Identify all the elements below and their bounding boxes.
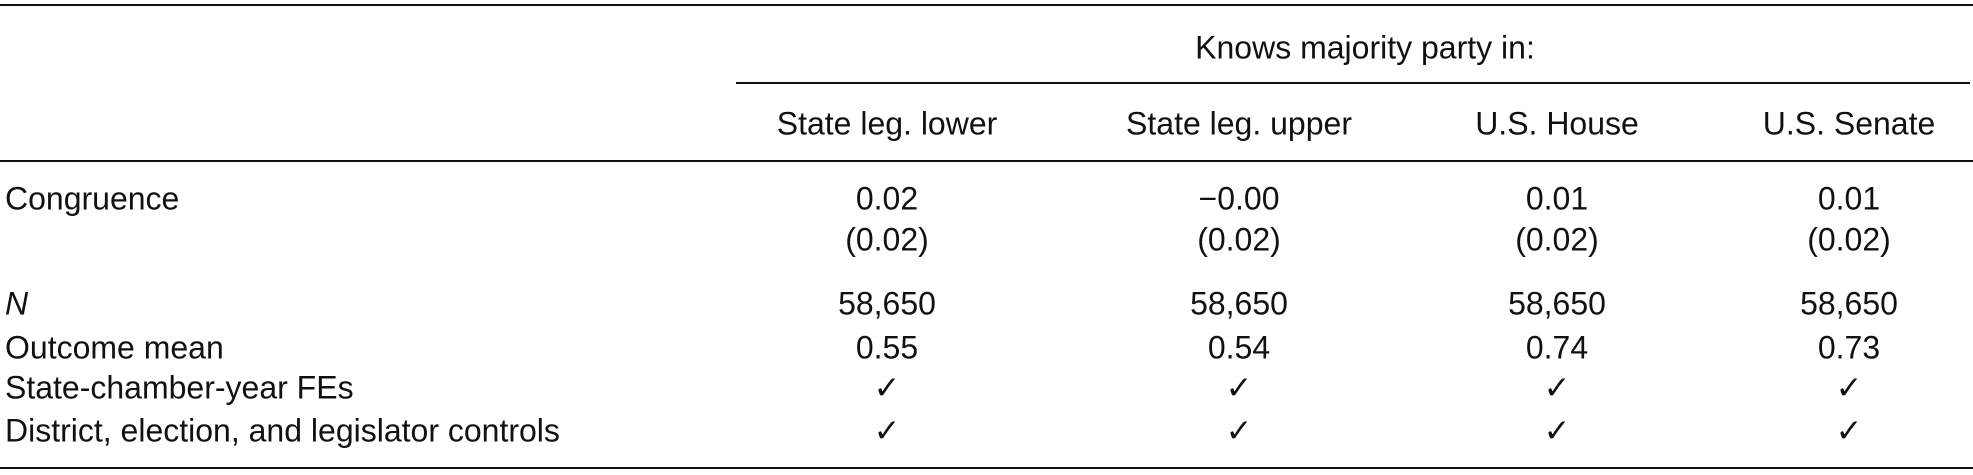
cell: ✓ <box>1836 369 1863 405</box>
cell: ✓ <box>874 412 901 448</box>
cell: 58,650 <box>1800 285 1898 321</box>
cell: 0.55 <box>856 329 918 365</box>
estimate: −0.00 <box>1199 180 1280 216</box>
std-error: (0.02) <box>1515 221 1599 257</box>
column-header: State leg. lower <box>777 105 998 141</box>
cell: ✓ <box>1544 412 1571 448</box>
cell: 58,650 <box>1508 285 1606 321</box>
cell: ✓ <box>874 369 901 405</box>
row-label: N <box>5 285 29 321</box>
cell: 58,650 <box>1190 285 1288 321</box>
cell: ✓ <box>1226 369 1253 405</box>
column-header: State leg. upper <box>1126 105 1352 141</box>
std-error: (0.02) <box>845 221 929 257</box>
row-label: State-chamber-year FEs <box>5 369 354 405</box>
std-error: (0.02) <box>1197 221 1281 257</box>
std-error: (0.02) <box>1807 221 1891 257</box>
cell: 58,650 <box>838 285 936 321</box>
row-label: Congruence <box>5 180 179 216</box>
column-header: U.S. House <box>1475 105 1639 141</box>
cell: ✓ <box>1544 369 1571 405</box>
cell: 0.74 <box>1526 329 1588 365</box>
cell: ✓ <box>1226 412 1253 448</box>
cell: ✓ <box>1836 412 1863 448</box>
spanner: Knows majority party in: <box>1195 29 1535 65</box>
cell: 0.54 <box>1208 329 1270 365</box>
column-header: U.S. Senate <box>1763 105 1936 141</box>
estimate: 0.01 <box>1818 180 1880 216</box>
row-label: Outcome mean <box>5 329 224 365</box>
row-label: District, election, and legislator contr… <box>5 412 560 448</box>
estimate: 0.02 <box>856 180 918 216</box>
estimate: 0.01 <box>1526 180 1588 216</box>
cell: 0.73 <box>1818 329 1880 365</box>
